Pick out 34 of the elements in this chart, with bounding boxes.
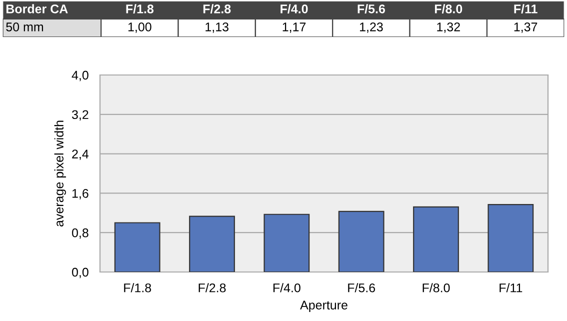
y-tick-label: 3,2 bbox=[72, 110, 88, 121]
x-tick-label: F/4.0 bbox=[273, 283, 300, 292]
data-label: 1,17 bbox=[282, 22, 306, 33]
text: 50 mm bbox=[6, 22, 44, 32]
y-tick-label: 0,8 bbox=[72, 228, 88, 239]
data-label: 1,00 bbox=[128, 22, 152, 33]
data-label: 1,13 bbox=[206, 22, 228, 33]
y-tick-label: 2,4 bbox=[72, 150, 89, 160]
y-tick-label: 0,0 bbox=[72, 268, 88, 278]
data-label: 1,23 bbox=[360, 22, 383, 33]
bar bbox=[264, 214, 310, 272]
x-tick-label: F/1.8 bbox=[124, 283, 152, 292]
x-tick-label: F/2.8 bbox=[198, 283, 226, 292]
bar bbox=[114, 222, 160, 272]
category-label: F/4.0 bbox=[280, 4, 308, 14]
category-label: F/1.8 bbox=[126, 4, 154, 14]
category-label: F/5.6 bbox=[358, 4, 385, 14]
chart-title: Border CA bbox=[6, 4, 68, 14]
category-label: F/8.0 bbox=[434, 4, 462, 14]
bar bbox=[413, 206, 459, 272]
x-axis-title: Aperture bbox=[300, 300, 348, 312]
x-tick-label: F/5.6 bbox=[348, 283, 376, 292]
y-tick-label: 1,6 bbox=[72, 189, 88, 200]
y-axis-title: average pixel width bbox=[54, 120, 66, 226]
data-label: 1,32 bbox=[437, 22, 460, 33]
bar bbox=[189, 216, 235, 272]
data-label: 1,37 bbox=[514, 22, 538, 33]
bar bbox=[488, 204, 534, 272]
category-label: F/11 bbox=[514, 4, 538, 14]
x-tick-label: F/11 bbox=[500, 283, 522, 292]
category-label: F/2.8 bbox=[203, 4, 231, 14]
y-tick-label: 4,0 bbox=[72, 70, 88, 82]
bar bbox=[338, 210, 384, 272]
x-tick-label: F/8.0 bbox=[422, 283, 450, 292]
